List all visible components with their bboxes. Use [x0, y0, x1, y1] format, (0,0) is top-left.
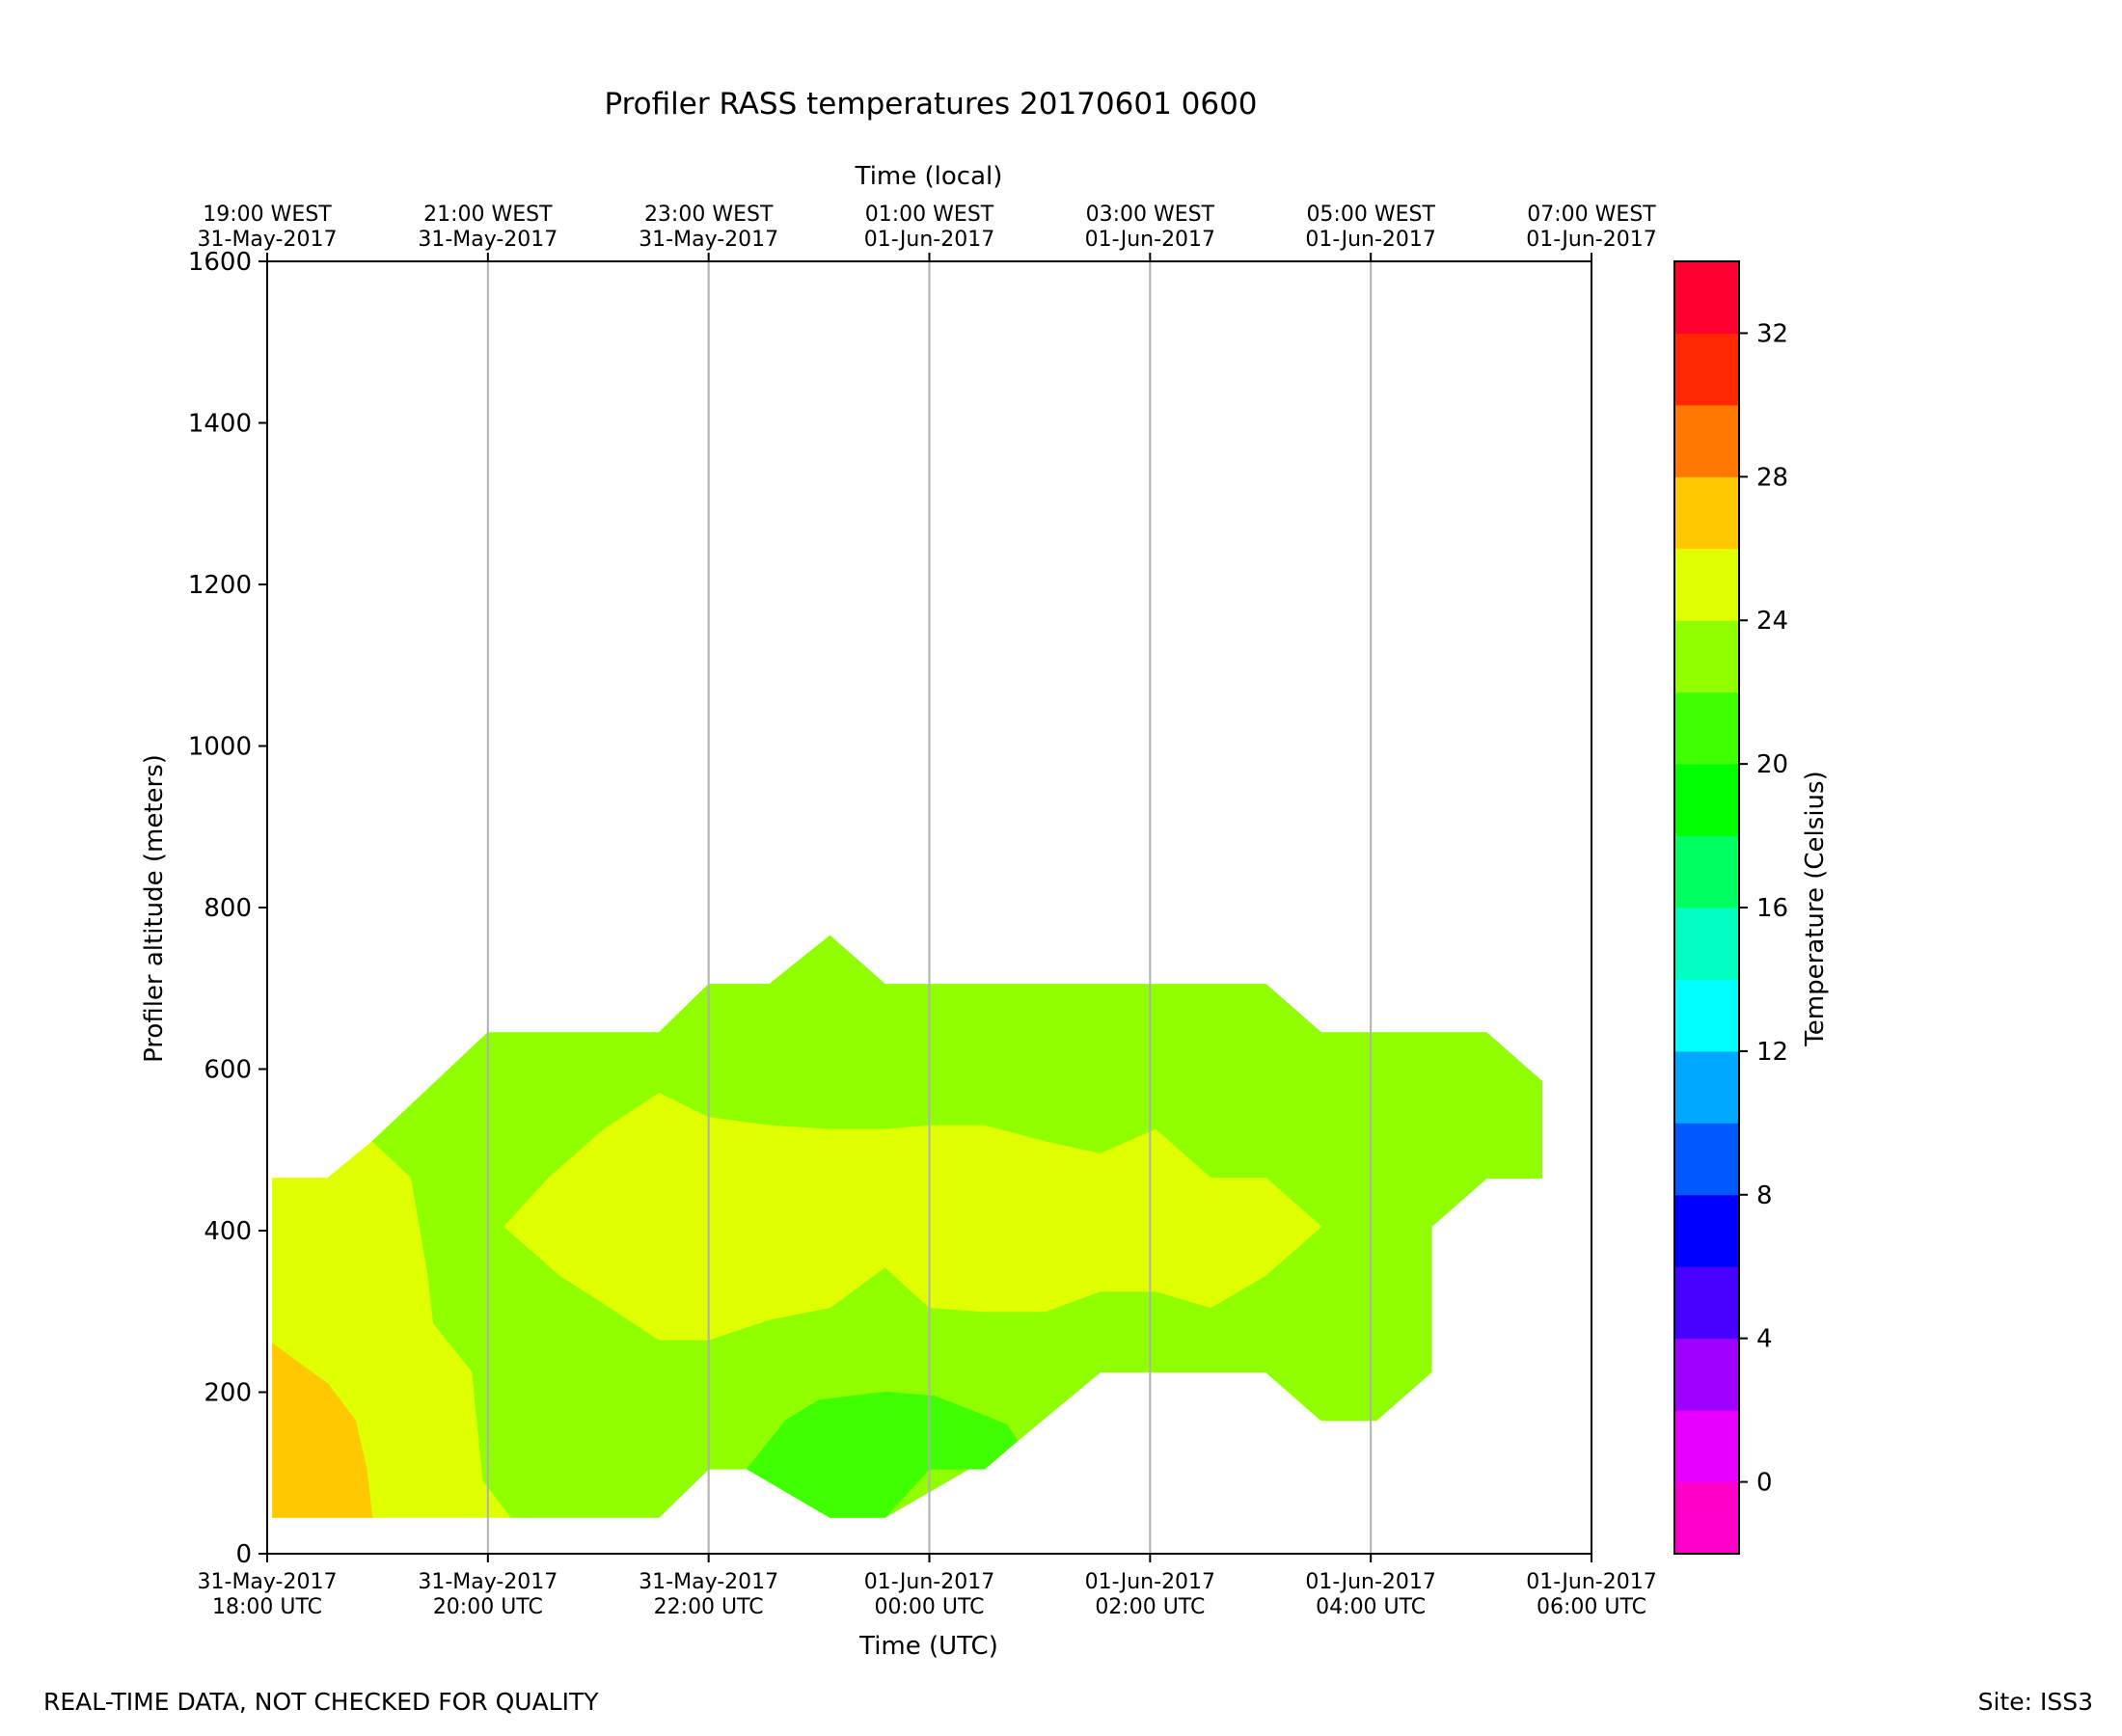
colorbar-swatch [1674, 1481, 1739, 1555]
x2-tick-label-local: 23:00 WEST [644, 203, 774, 227]
colorbar-swatch [1674, 476, 1739, 550]
colorbar-swatch [1674, 764, 1739, 837]
y-tick-label: 0 [235, 1540, 252, 1569]
colorbar-swatch [1674, 1050, 1739, 1124]
x2-tick-label-local: 01-Jun-2017 [1085, 228, 1215, 252]
x-tick-label-utc: 31-May-2017 [639, 1570, 778, 1594]
y-tick-label: 1000 [188, 733, 252, 762]
colorbar-tick-label: 16 [1756, 894, 1788, 923]
colorbar-tick-label: 12 [1756, 1038, 1788, 1067]
colorbar-swatch [1674, 1410, 1739, 1483]
y-tick-label: 600 [204, 1056, 252, 1085]
colorbar-swatch [1674, 548, 1739, 621]
x-tick-label-utc: 02:00 UTC [1095, 1595, 1205, 1619]
y-tick-label: 200 [204, 1379, 252, 1408]
x-axis-label: Time (UTC) [858, 1632, 998, 1661]
x-tick-label-utc: 01-Jun-2017 [1305, 1570, 1435, 1594]
y-axis-label: Profiler altitude (meters) [140, 754, 169, 1063]
x2-tick-label-local: 19:00 WEST [203, 203, 332, 227]
chart-title: Profiler RASS temperatures 20170601 0600 [604, 87, 1257, 122]
x2-tick-label-local: 01:00 WEST [865, 203, 994, 227]
x-tick-label-utc: 01-Jun-2017 [864, 1570, 994, 1594]
y-axis: 0 200 400 600 800 1000 1200 1400 1600 [188, 248, 267, 1569]
x2-tick-label-local: 21:00 WEST [423, 203, 553, 227]
x2-tick-label-local: 01-Jun-2017 [1305, 228, 1435, 252]
x2-tick-label-local: 01-Jun-2017 [1526, 228, 1656, 252]
x-tick-label-utc: 20:00 UTC [433, 1595, 543, 1619]
colorbar-tick-label: 28 [1756, 463, 1788, 492]
x-tick-label-utc: 00:00 UTC [874, 1595, 984, 1619]
x2-axis-label: Time (local) [855, 162, 1003, 191]
x-tick-label-utc: 06:00 UTC [1537, 1595, 1646, 1619]
y-tick-label: 400 [204, 1217, 252, 1246]
contour-region-20-22-c [746, 1391, 1019, 1518]
colorbar-swatch [1674, 1123, 1739, 1196]
colorbar-swatch [1674, 404, 1739, 477]
colorbar-tick-label: 32 [1756, 319, 1788, 348]
colorbar-label: Temperature (Celsius) [1801, 771, 1830, 1046]
colorbar: 0 4 8 12 16 20 24 28 32 [1673, 260, 1788, 1555]
x-tick-label-utc: 31-May-2017 [418, 1570, 558, 1594]
x2-tick-label-local: 03:00 WEST [1086, 203, 1215, 227]
x2-tick-label-local: 31-May-2017 [418, 228, 558, 252]
x-tick-label-utc: 04:00 UTC [1316, 1595, 1426, 1619]
colorbar-swatch [1674, 1194, 1739, 1267]
colorbar-swatch [1674, 692, 1739, 765]
x2-tick-label-local: 31-May-2017 [639, 228, 778, 252]
contour-region-26-28-c [272, 1343, 373, 1518]
colorbar-tick-label: 8 [1756, 1181, 1773, 1210]
x2-tick-label-local: 31-May-2017 [198, 228, 338, 252]
colorbar-swatch [1674, 1338, 1739, 1411]
y-tick-label: 1600 [188, 248, 252, 277]
colorbar-swatch [1674, 908, 1739, 980]
colorbar-tick-label: 0 [1756, 1469, 1773, 1498]
y-tick-label: 1400 [188, 410, 252, 439]
y-tick-label: 800 [204, 894, 252, 923]
x2-tick-label-local: 01-Jun-2017 [864, 228, 994, 252]
x-tick-label-utc: 01-Jun-2017 [1526, 1570, 1656, 1594]
y-tick-label: 1200 [188, 571, 252, 600]
x-tick-label-utc: 22:00 UTC [654, 1595, 764, 1619]
colorbar-swatch [1674, 333, 1739, 406]
colorbar-tick-label: 4 [1756, 1325, 1773, 1354]
colorbar-swatch [1674, 1266, 1739, 1340]
colorbar-swatch [1674, 835, 1739, 909]
colorbar-swatch [1674, 261, 1739, 334]
colorbar-swatch [1674, 620, 1739, 693]
colorbar-swatch [1674, 979, 1739, 1052]
quality-note: REAL-TIME DATA, NOT CHECKED FOR QUALITY [43, 1688, 599, 1716]
vertical-gridlines [486, 261, 1373, 1554]
x2-tick-label-local: 07:00 WEST [1527, 203, 1656, 227]
colorbar-tick-label: 24 [1756, 607, 1788, 636]
colorbar-tick-label: 20 [1756, 750, 1788, 779]
x-tick-label-utc: 01-Jun-2017 [1085, 1570, 1215, 1594]
site-label: Site: ISS3 [1977, 1688, 2093, 1716]
x-tick-label-utc: 31-May-2017 [198, 1570, 338, 1594]
x2-tick-label-local: 05:00 WEST [1306, 203, 1435, 227]
contour-regions [272, 935, 1542, 1518]
x-tick-label-utc: 18:00 UTC [212, 1595, 322, 1619]
